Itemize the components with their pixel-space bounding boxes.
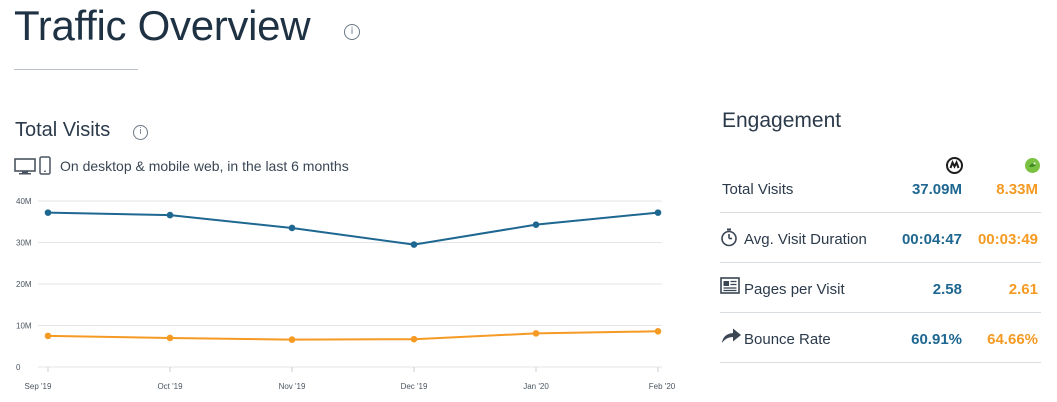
x-tick-label: Sep '19 bbox=[25, 382, 52, 391]
site-a-logo-icon bbox=[946, 157, 963, 174]
mobile-icon bbox=[39, 156, 51, 175]
site-b-value: 2.61 bbox=[1008, 281, 1038, 298]
page-title: Traffic Overview bbox=[14, 2, 311, 49]
x-tick-label: Feb '20 bbox=[649, 382, 676, 391]
info-icon[interactable]: i bbox=[344, 24, 360, 40]
x-tick-label: Jan '20 bbox=[523, 382, 549, 391]
series-line-2 bbox=[47, 330, 659, 341]
site-b-value: 00:03:49 bbox=[977, 231, 1038, 248]
y-tick-label: 20M bbox=[16, 280, 32, 289]
total-visits-info-icon[interactable]: i bbox=[133, 125, 148, 140]
data-point bbox=[410, 241, 418, 248]
data-point bbox=[654, 328, 662, 335]
site-b-value: 64.66% bbox=[987, 331, 1038, 348]
data-point bbox=[44, 209, 52, 216]
site-b-logo-icon bbox=[1025, 158, 1040, 173]
engagement-row-bounce-rate: Bounce Rate 60.91% 64.66% bbox=[720, 313, 1041, 363]
engagement-row-total-visits: Total Visits 37.09M 8.33M bbox=[720, 163, 1041, 213]
stopwatch-icon bbox=[721, 228, 737, 247]
data-point bbox=[166, 211, 174, 219]
y-tick-label: 30M bbox=[16, 239, 32, 248]
site-b-value: 8.33M bbox=[996, 181, 1038, 198]
engagement-row-pages-per-visit: Pages per Visit 2.58 2.61 bbox=[720, 263, 1041, 313]
bounce-arrow-icon bbox=[722, 328, 741, 343]
title-divider bbox=[14, 69, 138, 70]
device-text: On desktop & mobile web, in the last 6 m… bbox=[60, 158, 349, 174]
total-visits-chart: 0 10M 20M 30M 40M Sep '19 Oct '19 Nov '19 Dec '1… bbox=[16, 197, 676, 391]
x-tick-label: Nov '19 bbox=[279, 382, 306, 391]
engagement-heading: Engagement bbox=[722, 109, 842, 132]
series-line-1 bbox=[47, 211, 659, 246]
data-point bbox=[288, 336, 296, 343]
data-point bbox=[532, 330, 540, 337]
total-visits-heading: Total Visits bbox=[15, 119, 111, 141]
data-point bbox=[288, 224, 296, 232]
site-a-value: 60.91% bbox=[911, 331, 962, 348]
data-point bbox=[654, 209, 662, 216]
data-point bbox=[166, 334, 174, 342]
engagement-label: Pages per Visit bbox=[744, 281, 845, 298]
y-tick-label: 40M bbox=[16, 197, 32, 206]
y-tick-label: 0 bbox=[16, 363, 21, 372]
site-a-value: 37.09M bbox=[911, 181, 962, 198]
engagement-label: Total Visits bbox=[722, 181, 794, 198]
desktop-icon bbox=[14, 158, 36, 175]
data-point bbox=[410, 335, 418, 343]
data-point bbox=[532, 221, 540, 228]
x-tick-label: Oct '19 bbox=[157, 382, 183, 391]
x-tick-label: Dec '19 bbox=[401, 382, 428, 391]
engagement-label: Avg. Visit Duration bbox=[744, 231, 867, 248]
site-a-value: 2.58 bbox=[932, 281, 962, 298]
engagement-row-visit-duration: Avg. Visit Duration 00:04:47 00:03:49 bbox=[720, 213, 1041, 263]
y-tick-label: 10M bbox=[16, 322, 32, 331]
pages-icon bbox=[720, 277, 740, 294]
data-point bbox=[44, 332, 52, 340]
engagement-label: Bounce Rate bbox=[744, 331, 831, 348]
site-a-value: 00:04:47 bbox=[901, 231, 962, 248]
